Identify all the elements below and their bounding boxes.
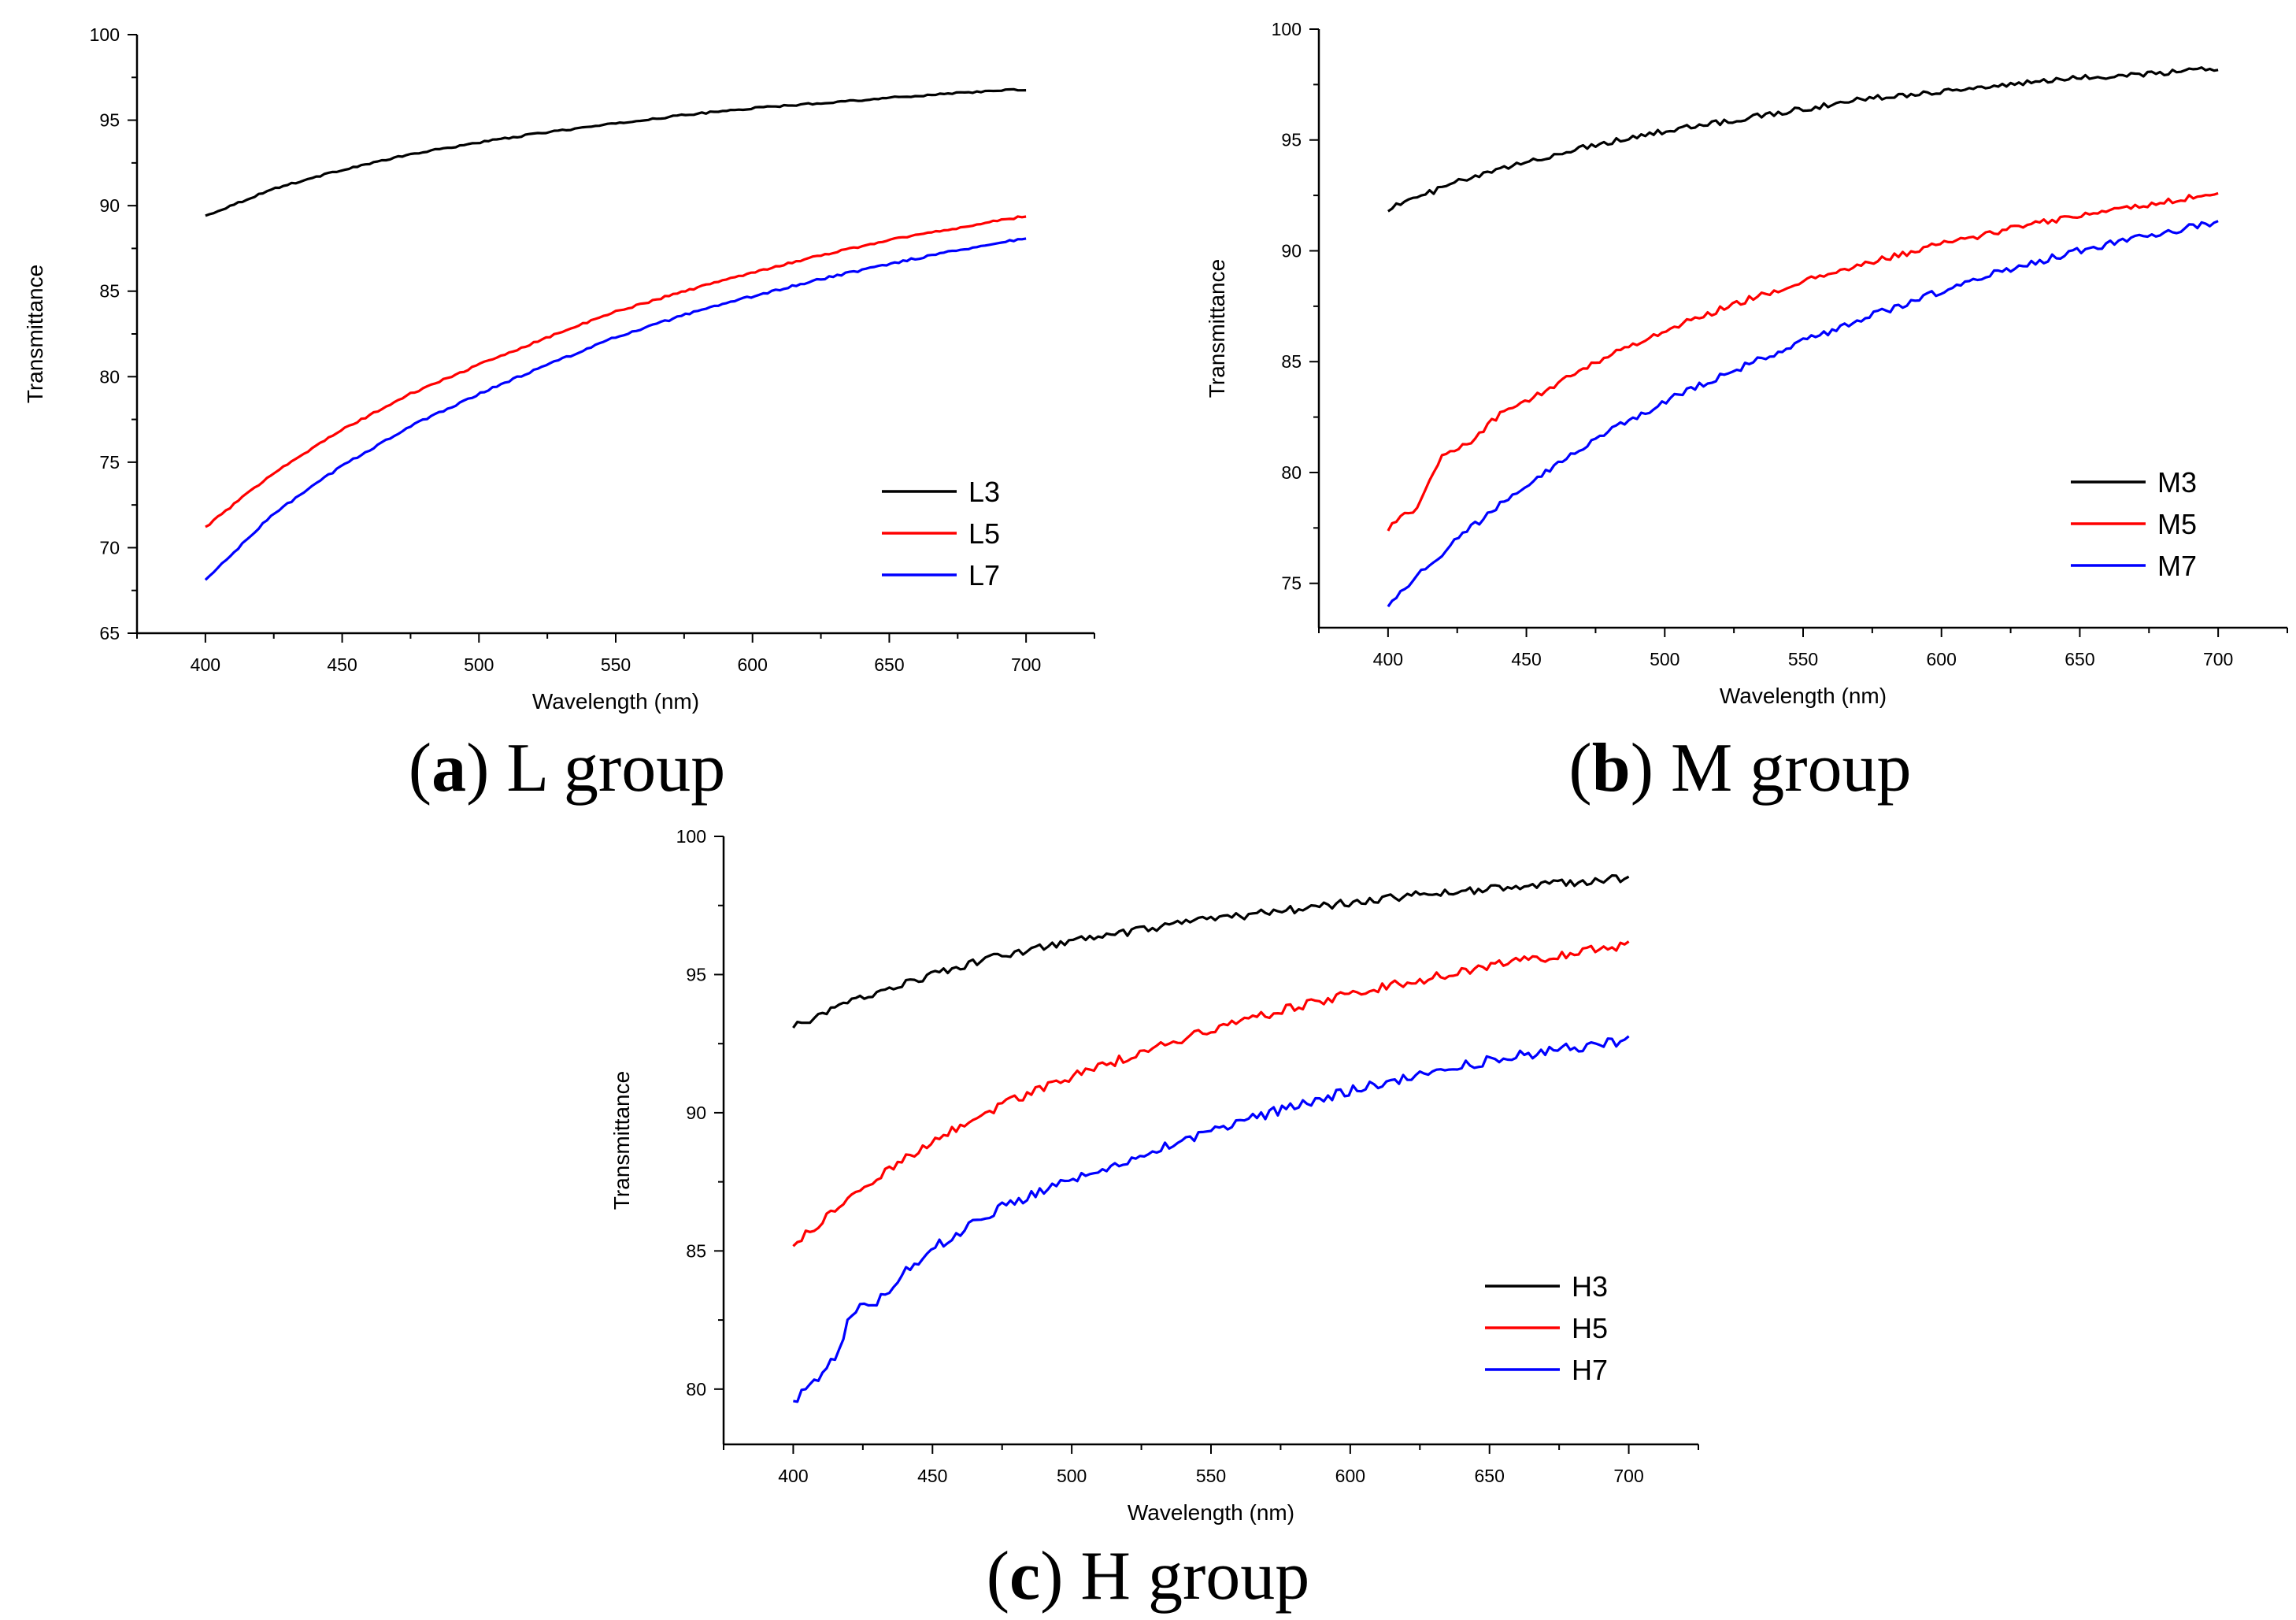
x-tick-label: 550 [1196, 1466, 1226, 1486]
series-line-L5 [205, 215, 1027, 528]
x-tick-label: 450 [1511, 649, 1541, 669]
caption-c: (c) H group [987, 1538, 1310, 1614]
chart-panel-b: 400 450 500 550 600 650 700 75 80 85 90 95 100 Wavele… [1205, 19, 2288, 708]
y-tick-label: 85 [1281, 351, 1302, 372]
caption-a: (a) L group [409, 730, 725, 806]
y-axis-label: Transmittance [23, 265, 47, 403]
series-line-M3 [1387, 66, 2219, 213]
chart-panel-a: 400 450 500 550 600 650 700 65 70 75 80 85 90 95 100 Wa… [23, 24, 1095, 714]
x-axis-label: Wavelength (nm) [1128, 1500, 1294, 1525]
y-tick-label: 95 [99, 110, 120, 131]
series-line-H3 [792, 873, 1630, 1029]
legend-label-L5: L5 [968, 517, 1000, 550]
caption-b: (b) M group [1568, 730, 1911, 806]
chart-panel-c: 400 450 500 550 600 650 700 80 85 90 95 100 Waveleng… [609, 826, 1699, 1525]
y-tick-label: 90 [686, 1103, 706, 1123]
legend-label-H7: H7 [1572, 1354, 1608, 1386]
series-line-L7 [204, 237, 1027, 581]
series-line-M5 [1387, 191, 2219, 532]
series-line-H5 [792, 940, 1630, 1247]
x-tick-label: 450 [327, 654, 357, 675]
x-axis-label: Wavelength (nm) [532, 689, 699, 714]
y-tick-label: 80 [1281, 462, 1302, 483]
y-tick-label: 80 [686, 1379, 706, 1399]
series-line-M7 [1387, 220, 2219, 608]
x-tick-label: 700 [2203, 649, 2233, 669]
x-tick-label: 400 [191, 654, 220, 675]
legend-label-M3: M3 [2157, 466, 2197, 499]
x-tick-label: 550 [601, 654, 631, 675]
x-tick-label: 650 [874, 654, 904, 675]
y-tick-label: 75 [1281, 573, 1302, 594]
legend-label-M5: M5 [2157, 508, 2197, 540]
y-tick-label: 100 [676, 826, 706, 847]
x-tick-label: 400 [1373, 649, 1403, 669]
y-tick-label: 85 [686, 1240, 706, 1261]
y-axis-label: Transmittance [609, 1071, 634, 1210]
x-tick-label: 500 [464, 654, 494, 675]
y-tick-label: 85 [99, 281, 120, 302]
series-line-H7 [793, 1035, 1630, 1403]
legend-label-H5: H5 [1572, 1312, 1608, 1344]
x-axis-label: Wavelength (nm) [1720, 684, 1887, 708]
x-tick-label: 600 [738, 654, 768, 675]
x-tick-label: 500 [1650, 649, 1679, 669]
y-tick-label: 90 [99, 195, 120, 216]
y-tick-label: 65 [99, 623, 120, 643]
y-tick-label: 100 [1272, 19, 1302, 39]
legend-label-L3: L3 [968, 476, 1000, 508]
x-tick-label: 700 [1011, 654, 1041, 675]
x-tick-label: 550 [1788, 649, 1818, 669]
y-tick-label: 70 [99, 537, 120, 558]
x-tick-label: 700 [1613, 1466, 1643, 1486]
x-tick-label: 650 [2065, 649, 2094, 669]
x-tick-label: 500 [1057, 1466, 1087, 1486]
x-tick-label: 650 [1475, 1466, 1505, 1486]
legend-label-H3: H3 [1572, 1270, 1608, 1303]
x-tick-label: 600 [1927, 649, 1957, 669]
legend-label-L7: L7 [968, 559, 1000, 591]
series-line-L3 [205, 87, 1027, 217]
y-tick-label: 80 [99, 366, 120, 387]
x-tick-label: 600 [1335, 1466, 1365, 1486]
x-tick-label: 400 [778, 1466, 808, 1486]
y-tick-label: 100 [90, 24, 120, 45]
y-tick-label: 95 [1281, 130, 1302, 150]
legend-label-M7: M7 [2157, 550, 2197, 582]
x-tick-label: 450 [917, 1466, 947, 1486]
y-tick-label: 95 [686, 964, 706, 984]
y-tick-label: 75 [99, 452, 120, 473]
y-axis-label: Transmittance [1205, 259, 1229, 398]
y-tick-label: 90 [1281, 240, 1302, 261]
